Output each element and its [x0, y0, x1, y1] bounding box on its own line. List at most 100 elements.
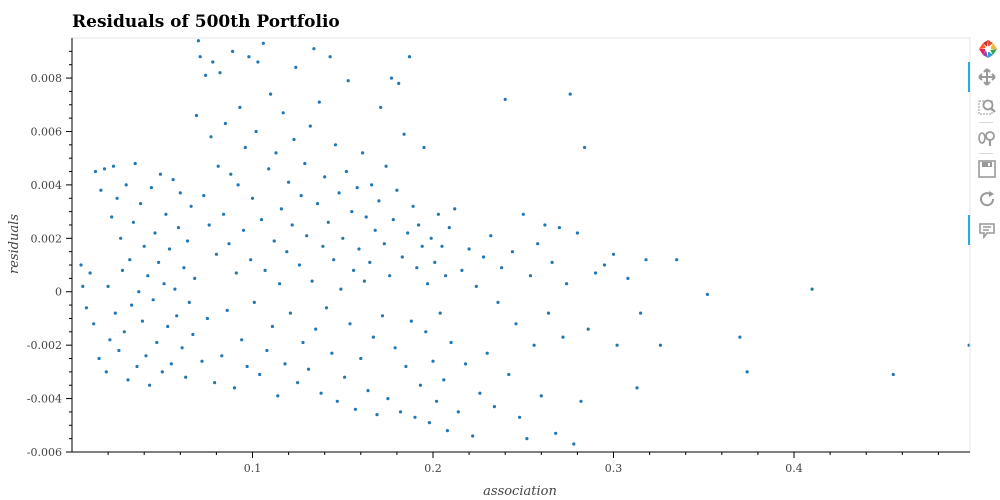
data-point [350, 210, 354, 214]
data-point [400, 255, 404, 259]
hover-active-indicator [968, 215, 970, 245]
data-point [119, 236, 123, 240]
data-point [133, 161, 137, 166]
data-point [265, 348, 269, 353]
hover-icon [979, 223, 995, 239]
data-point [306, 367, 311, 371]
data-point [184, 375, 188, 379]
data-point [384, 164, 388, 168]
data-point [104, 370, 108, 374]
data-point [341, 236, 345, 240]
wheel-zoom-tool-button[interactable] [972, 126, 998, 150]
data-point [447, 226, 451, 230]
bokeh-logo[interactable] [972, 36, 998, 60]
data-point [575, 231, 580, 235]
data-point [380, 314, 385, 318]
data-point [310, 279, 314, 283]
data-point [422, 145, 426, 150]
data-point [288, 311, 292, 315]
data-point [489, 234, 493, 238]
x-tick-label: 0.1 [244, 462, 262, 475]
x-tick-label: 0.2 [424, 462, 442, 475]
data-point [467, 247, 471, 251]
box-zoom-tool-button[interactable] [972, 95, 998, 119]
data-point [81, 284, 85, 288]
data-point [377, 199, 381, 203]
data-point [514, 322, 518, 326]
data-point [339, 287, 343, 291]
data-point [536, 242, 540, 246]
data-point [142, 244, 146, 248]
data-point [398, 410, 403, 414]
data-point [149, 186, 153, 190]
data-point [175, 314, 179, 318]
data-point [314, 327, 318, 331]
pan-icon [978, 68, 996, 86]
data-point [442, 378, 446, 382]
hover-tool-button[interactable] [972, 218, 998, 242]
data-point [355, 186, 359, 190]
data-point [229, 172, 233, 176]
wheel-zoom-icon [978, 131, 995, 146]
data-point [364, 215, 368, 219]
data-point [593, 271, 598, 275]
data-point [810, 287, 814, 291]
save-tool-button[interactable] [972, 157, 998, 181]
toolbar-separator [979, 153, 993, 154]
data-point [258, 372, 262, 377]
data-point [474, 284, 478, 288]
reset-icon [980, 191, 995, 207]
data-point [373, 228, 377, 232]
reset-tool-button[interactable] [972, 187, 998, 211]
data-point [485, 351, 489, 355]
pan-tool-button[interactable] [972, 65, 998, 89]
data-point [287, 180, 291, 184]
data-point [97, 356, 101, 361]
data-point [270, 324, 274, 329]
toolbar-separator [979, 122, 993, 123]
data-point [415, 266, 419, 270]
data-point [236, 183, 240, 187]
data-point [481, 255, 486, 259]
data-point [335, 399, 339, 403]
data-point [435, 399, 439, 403]
data-point [337, 191, 341, 195]
data-point [162, 282, 166, 286]
data-point [409, 319, 413, 323]
data-point [171, 178, 175, 182]
y-tick-label: 0.006 [31, 125, 63, 138]
data-point [189, 204, 193, 208]
data-point [194, 113, 199, 118]
data-point [214, 252, 218, 256]
data-point [220, 354, 224, 358]
y-tick-label: -0.004 [27, 393, 62, 406]
data-point [579, 399, 583, 403]
data-point [332, 258, 336, 262]
data-point [110, 215, 114, 219]
data-point [303, 161, 307, 166]
data-point [256, 60, 260, 64]
data-point [891, 372, 895, 377]
data-point [278, 282, 282, 286]
data-point [241, 228, 246, 232]
data-point [238, 105, 242, 109]
data-point [292, 137, 296, 142]
data-point [247, 55, 251, 59]
data-point [568, 92, 572, 96]
box-zoom-icon [978, 99, 996, 115]
data-point [411, 204, 415, 208]
data-point [391, 218, 395, 222]
data-point [272, 239, 276, 243]
data-point [368, 260, 372, 264]
data-point [375, 413, 379, 417]
data-point [294, 65, 298, 69]
data-point [361, 151, 365, 155]
data-point [126, 378, 130, 382]
data-point [445, 429, 449, 433]
data-point [379, 105, 383, 109]
data-point [301, 340, 305, 345]
data-point [250, 196, 255, 200]
data-point [227, 242, 231, 246]
data-point [328, 55, 332, 59]
